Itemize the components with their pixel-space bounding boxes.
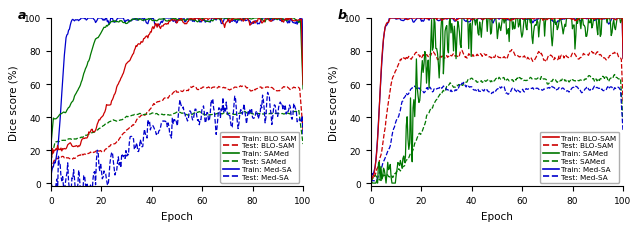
Text: b: b (338, 9, 347, 22)
Y-axis label: Dice score (%): Dice score (%) (328, 65, 339, 140)
X-axis label: Epoch: Epoch (481, 211, 513, 221)
Text: a: a (18, 9, 26, 22)
X-axis label: Epoch: Epoch (161, 211, 193, 221)
Y-axis label: Dice score (%): Dice score (%) (8, 65, 19, 140)
Legend: Train: BLO-SAM, Test: BLO-SAM, Train: SAMed, Test: SAMed, Train: Med-SA, Test: M: Train: BLO-SAM, Test: BLO-SAM, Train: SA… (540, 132, 620, 183)
Legend: Train: BLO SAM, Test: BLO-SAM, Train: SAMed, Test: SAMed, Train: Med-SA, Test: M: Train: BLO SAM, Test: BLO-SAM, Train: SA… (220, 132, 300, 183)
